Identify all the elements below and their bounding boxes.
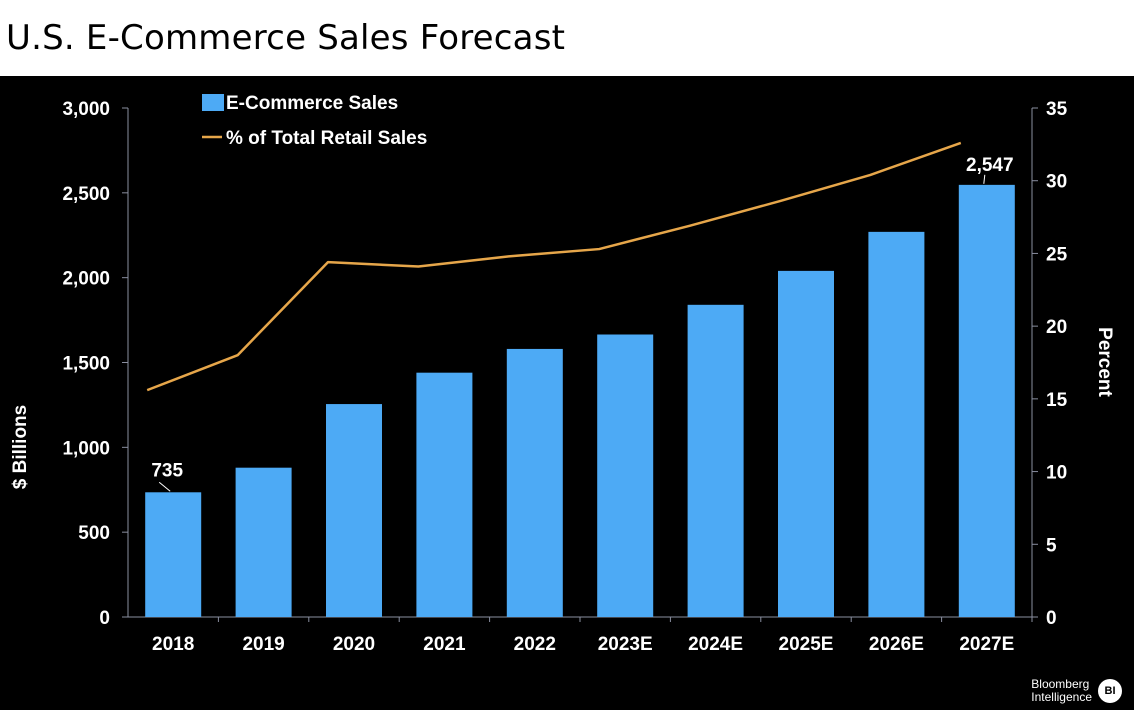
bar (687, 304, 744, 617)
y-tick-label: 1,500 (62, 354, 110, 375)
chart-svg: 0 500 1,000 1,500 2,000 2,500 3,000 0 5 10 15 20 25 3… (10, 93, 1115, 655)
y-tick-label: 1,000 (62, 438, 110, 459)
y-right-tick-label: 30 (1046, 172, 1067, 193)
x-tick-label: 2018 (152, 634, 194, 655)
bar (597, 334, 654, 617)
x-tick-label: 2024E (688, 634, 743, 655)
brand-line1: Bloomberg (1031, 677, 1090, 691)
y-right-tick-label: 10 (1046, 463, 1067, 484)
data-label: 2,547 (966, 155, 1014, 176)
bar (235, 467, 292, 617)
y-right-tick-label: 35 (1046, 99, 1068, 120)
legend-label-bars: E-Commerce Sales (226, 93, 398, 114)
brand-badge-icon: BI (1098, 679, 1122, 703)
bar (958, 184, 1015, 617)
y-tick-label: 3,000 (62, 99, 110, 120)
chart-title: U.S. E-Commerce Sales Forecast (6, 18, 566, 58)
title-bar: U.S. E-Commerce Sales Forecast (0, 0, 1134, 76)
x-tick-label: 2022 (514, 634, 556, 655)
bar (416, 372, 473, 617)
x-tick-label: 2020 (333, 634, 375, 655)
brand-line2: Intelligence (1031, 690, 1092, 704)
x-tick-label: 2021 (423, 634, 466, 655)
x-tick-label: 2019 (242, 634, 284, 655)
chart-panel: 0 500 1,000 1,500 2,000 2,500 3,000 0 5 10 15 20 25 3… (0, 76, 1134, 710)
bar (868, 231, 925, 617)
y-right-tick-label: 5 (1046, 535, 1057, 556)
y-right-tick-label: 15 (1046, 390, 1068, 411)
legend-label-line: % of Total Retail Sales (226, 128, 427, 149)
bar (326, 404, 382, 617)
x-tick-label: 2026E (869, 634, 924, 655)
y-tick-label: 2,000 (62, 269, 110, 290)
y-right-tick-label: 25 (1046, 244, 1068, 265)
y-right-tick-label: 20 (1046, 317, 1067, 338)
annotation-leader (158, 481, 171, 492)
bar (778, 270, 834, 617)
bar (506, 348, 563, 617)
y-tick-label: 0 (99, 608, 110, 629)
bar (145, 492, 202, 617)
x-tick-label: 2025E (779, 634, 834, 655)
x-tick-label: 2023E (598, 634, 653, 655)
annotation-leader (983, 174, 986, 184)
legend-bar-swatch (202, 94, 224, 111)
percent-line (146, 141, 962, 392)
y-right-tick-label: 0 (1046, 608, 1057, 629)
bloomberg-intelligence-logo: Bloomberg Intelligence BI (1031, 678, 1122, 704)
y-tick-label: 500 (78, 523, 110, 544)
x-tick-label: 2027E (959, 634, 1014, 655)
y-right-axis-title: Percent (1094, 327, 1115, 397)
brand-text: Bloomberg Intelligence (1031, 678, 1092, 704)
y-tick-label: 2,500 (62, 184, 110, 205)
data-label: 735 (151, 460, 183, 481)
y-axis-title: $ Billions (10, 405, 31, 489)
